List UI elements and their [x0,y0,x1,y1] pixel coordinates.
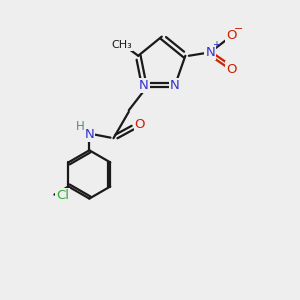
Text: N: N [85,128,94,141]
Text: N: N [170,79,180,92]
Text: N: N [206,46,215,59]
Text: O: O [226,29,237,42]
Text: O: O [135,118,145,131]
Text: +: + [212,40,220,50]
Text: CH₃: CH₃ [112,40,132,50]
Text: −: − [233,24,243,34]
Text: O: O [226,62,237,76]
Text: N: N [139,79,149,92]
Text: Cl: Cl [56,189,69,202]
Text: H: H [76,120,85,133]
